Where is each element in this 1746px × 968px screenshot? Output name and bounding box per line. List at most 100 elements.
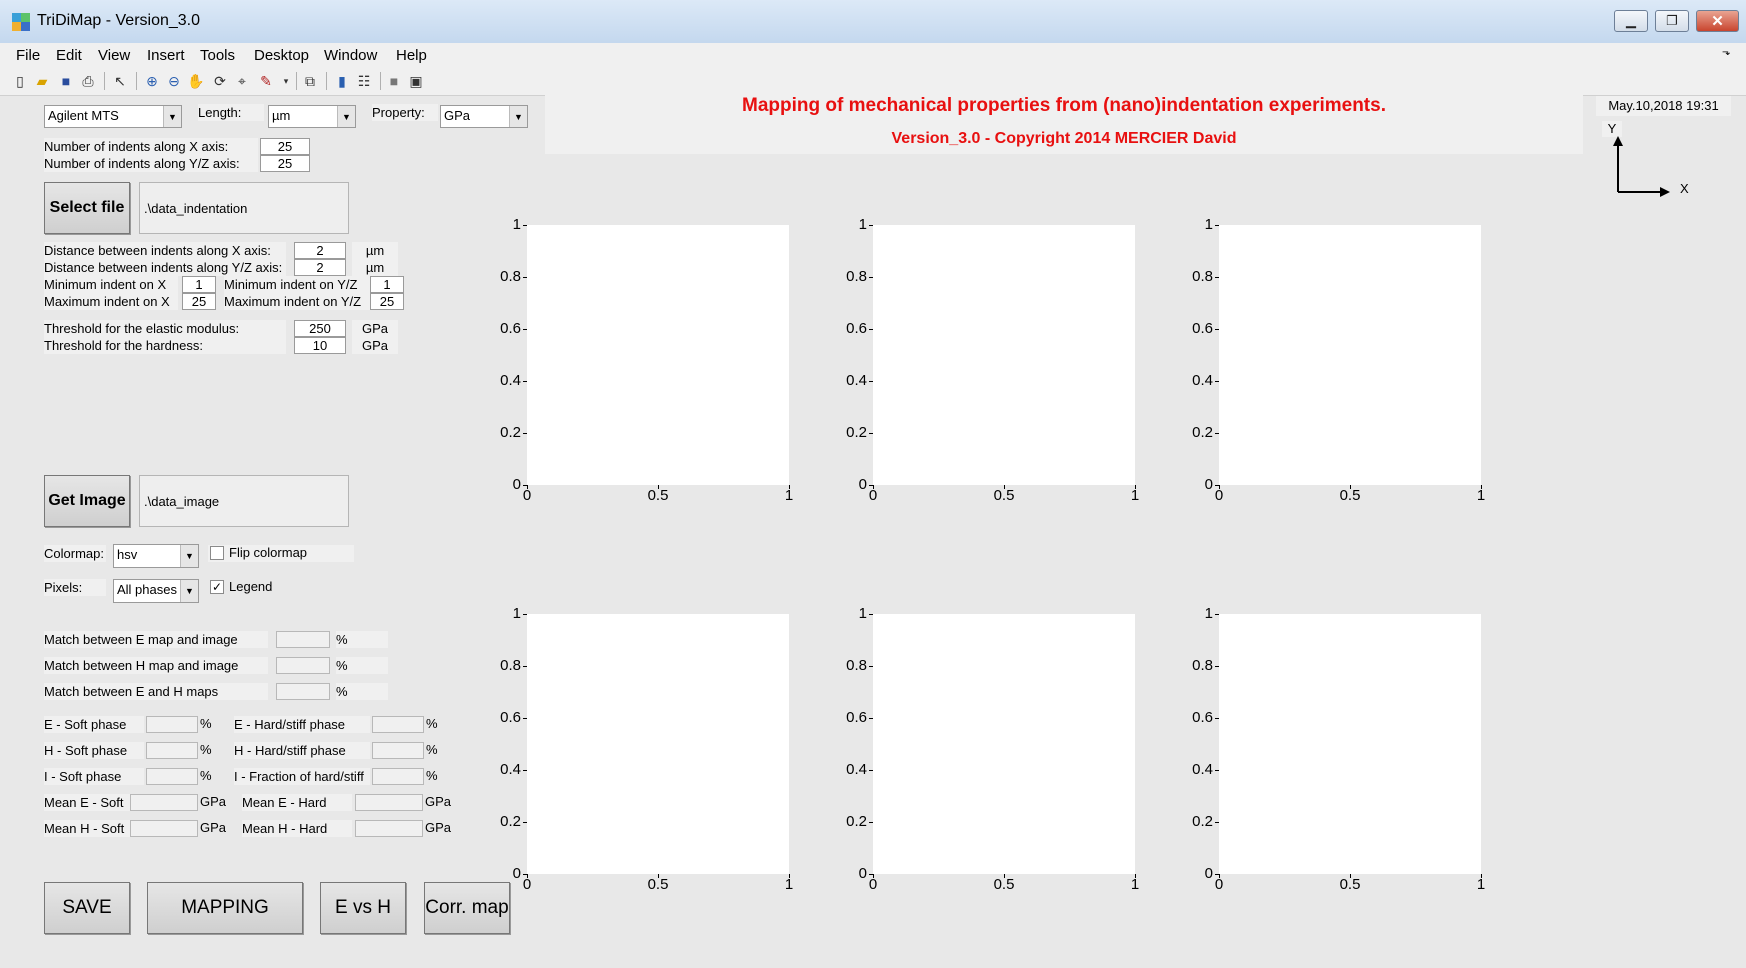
new-file-icon[interactable]: ▯ bbox=[16, 72, 24, 89]
y-tick-mark bbox=[869, 666, 873, 667]
match-e-value bbox=[276, 631, 330, 648]
menu-help[interactable]: Help bbox=[396, 47, 427, 64]
menu-tools[interactable]: Tools bbox=[200, 47, 236, 64]
y-tick-label: 0.2 bbox=[1192, 813, 1213, 830]
y-tick-label: 0.6 bbox=[846, 320, 867, 337]
y-tick-mark bbox=[869, 433, 873, 434]
link-plot-icon[interactable]: ⧉ bbox=[305, 72, 315, 89]
instrument-dropdown[interactable]: Agilent MTS ▼ bbox=[44, 105, 182, 128]
axis-x-label: X bbox=[1680, 181, 1689, 196]
zoom-out-icon[interactable]: ⊖ bbox=[168, 72, 180, 89]
h-soft-label: H - Soft phase bbox=[44, 742, 144, 759]
plot-axes-5[interactable] bbox=[873, 614, 1135, 874]
y-tick-mark bbox=[1215, 874, 1219, 875]
data-cursor-icon[interactable]: ⌖ bbox=[238, 72, 246, 89]
dock-arrow-icon[interactable]: ⬎ bbox=[1722, 47, 1731, 58]
y-tick-mark bbox=[1215, 277, 1219, 278]
flip-colormap-checkbox[interactable] bbox=[210, 546, 224, 560]
menu-file[interactable]: File bbox=[16, 47, 41, 64]
minimize-button[interactable]: ▁ bbox=[1614, 10, 1648, 32]
y-tick-mark bbox=[869, 381, 873, 382]
threshold-e-field[interactable]: 250 bbox=[294, 320, 346, 337]
max-y-field[interactable]: 25 bbox=[370, 293, 404, 310]
property-unit-dropdown[interactable]: GPa ▼ bbox=[440, 105, 528, 128]
pixels-dropdown[interactable]: All phases ▼ bbox=[113, 579, 199, 603]
length-label: Length: bbox=[198, 104, 264, 121]
corr-map-button[interactable]: Corr. map bbox=[424, 882, 510, 934]
pointer-icon[interactable]: ↖ bbox=[114, 72, 126, 89]
threshold-e-unit: GPa bbox=[352, 320, 398, 337]
length-unit-dropdown[interactable]: µm ▼ bbox=[268, 105, 356, 128]
x-tick-label: 0 bbox=[1214, 487, 1224, 504]
y-tick-label: 0.2 bbox=[500, 813, 521, 830]
min-x-field[interactable]: 1 bbox=[182, 276, 216, 293]
hide-plot-tools-icon[interactable]: ■ bbox=[389, 73, 399, 89]
mapping-button[interactable]: MAPPING bbox=[147, 882, 303, 934]
colorbar-icon[interactable]: ▮ bbox=[338, 72, 346, 89]
y-tick-mark bbox=[869, 277, 873, 278]
threshold-h-unit: GPa bbox=[352, 337, 398, 354]
close-button[interactable]: ✕ bbox=[1696, 10, 1739, 32]
menu-window[interactable]: Window bbox=[324, 47, 378, 64]
select-file-button[interactable]: Select file bbox=[44, 182, 130, 234]
pan-hand-icon[interactable]: ✋ bbox=[187, 72, 205, 89]
rotate-3d-icon[interactable]: ⟳ bbox=[214, 72, 226, 89]
show-plot-tools-icon[interactable]: ▣ bbox=[409, 72, 423, 89]
mean-h-hard-label: Mean H - Hard bbox=[242, 820, 352, 837]
maximize-button[interactable]: ❐ bbox=[1655, 10, 1689, 32]
plot-axes-6[interactable] bbox=[1219, 614, 1481, 874]
dist-x-field[interactable]: 2 bbox=[294, 242, 346, 259]
menu-insert[interactable]: Insert bbox=[147, 47, 185, 64]
save-button[interactable]: SAVE bbox=[44, 882, 130, 934]
minimize-icon: ▁ bbox=[1626, 13, 1636, 28]
y-tick-mark bbox=[1215, 718, 1219, 719]
indents-x-field[interactable]: 25 bbox=[260, 138, 310, 155]
y-tick-label: 0.6 bbox=[1192, 709, 1213, 726]
brush-icon[interactable]: ✎ bbox=[260, 72, 272, 89]
print-icon[interactable]: ⎙ bbox=[82, 72, 94, 89]
menu-view[interactable]: View bbox=[98, 47, 131, 64]
max-x-field[interactable]: 25 bbox=[182, 293, 216, 310]
y-tick-mark bbox=[1215, 381, 1219, 382]
min-y-field[interactable]: 1 bbox=[370, 276, 404, 293]
y-tick-label: 0.2 bbox=[1192, 424, 1213, 441]
threshold-h-field[interactable]: 10 bbox=[294, 337, 346, 354]
save-icon[interactable]: ■ bbox=[61, 73, 71, 89]
y-tick-label: 0.4 bbox=[846, 761, 867, 778]
open-folder-icon[interactable]: ▰ bbox=[36, 72, 48, 89]
dist-y-field[interactable]: 2 bbox=[294, 259, 346, 276]
dist-x-label: Distance between indents along X axis: bbox=[44, 242, 286, 259]
plot-axes-1[interactable] bbox=[527, 225, 789, 485]
threshold-h-label: Threshold for the hardness: bbox=[44, 337, 286, 354]
y-tick-label: 0.8 bbox=[1192, 268, 1213, 285]
dist-y-unit: µm bbox=[352, 259, 398, 276]
plot-axes-3[interactable] bbox=[1219, 225, 1481, 485]
match-h-percent: % bbox=[336, 657, 388, 674]
close-icon: ✕ bbox=[1711, 13, 1724, 30]
toolbar-separator bbox=[326, 72, 327, 90]
legend-checkbox[interactable]: ✓ bbox=[210, 580, 224, 594]
x-tick-label: 0 bbox=[522, 876, 532, 893]
e-hard-percent: % bbox=[426, 716, 438, 731]
legend-icon[interactable]: ☷ bbox=[357, 72, 371, 89]
zoom-in-icon[interactable]: ⊕ bbox=[146, 72, 158, 89]
y-tick-label: 0.8 bbox=[846, 268, 867, 285]
x-tick-label: 1 bbox=[1130, 876, 1140, 893]
plot-axes-4[interactable] bbox=[527, 614, 789, 874]
i-soft-percent: % bbox=[200, 768, 212, 783]
chevron-down-icon[interactable]: ▾ bbox=[283, 75, 289, 86]
indents-y-field[interactable]: 25 bbox=[260, 155, 310, 172]
e-vs-h-button[interactable]: E vs H bbox=[320, 882, 406, 934]
y-tick-mark bbox=[523, 718, 527, 719]
x-tick-mark bbox=[1135, 874, 1136, 878]
get-image-button[interactable]: Get Image bbox=[44, 475, 130, 527]
menu-desktop[interactable]: Desktop bbox=[254, 47, 310, 64]
colormap-dropdown[interactable]: hsv ▼ bbox=[113, 544, 199, 568]
y-tick-mark bbox=[1215, 329, 1219, 330]
y-tick-label: 0.8 bbox=[1192, 657, 1213, 674]
menu-edit[interactable]: Edit bbox=[56, 47, 82, 64]
i-soft-value bbox=[146, 768, 198, 785]
header-panel bbox=[545, 86, 1583, 154]
y-tick-mark bbox=[869, 329, 873, 330]
plot-axes-2[interactable] bbox=[873, 225, 1135, 485]
